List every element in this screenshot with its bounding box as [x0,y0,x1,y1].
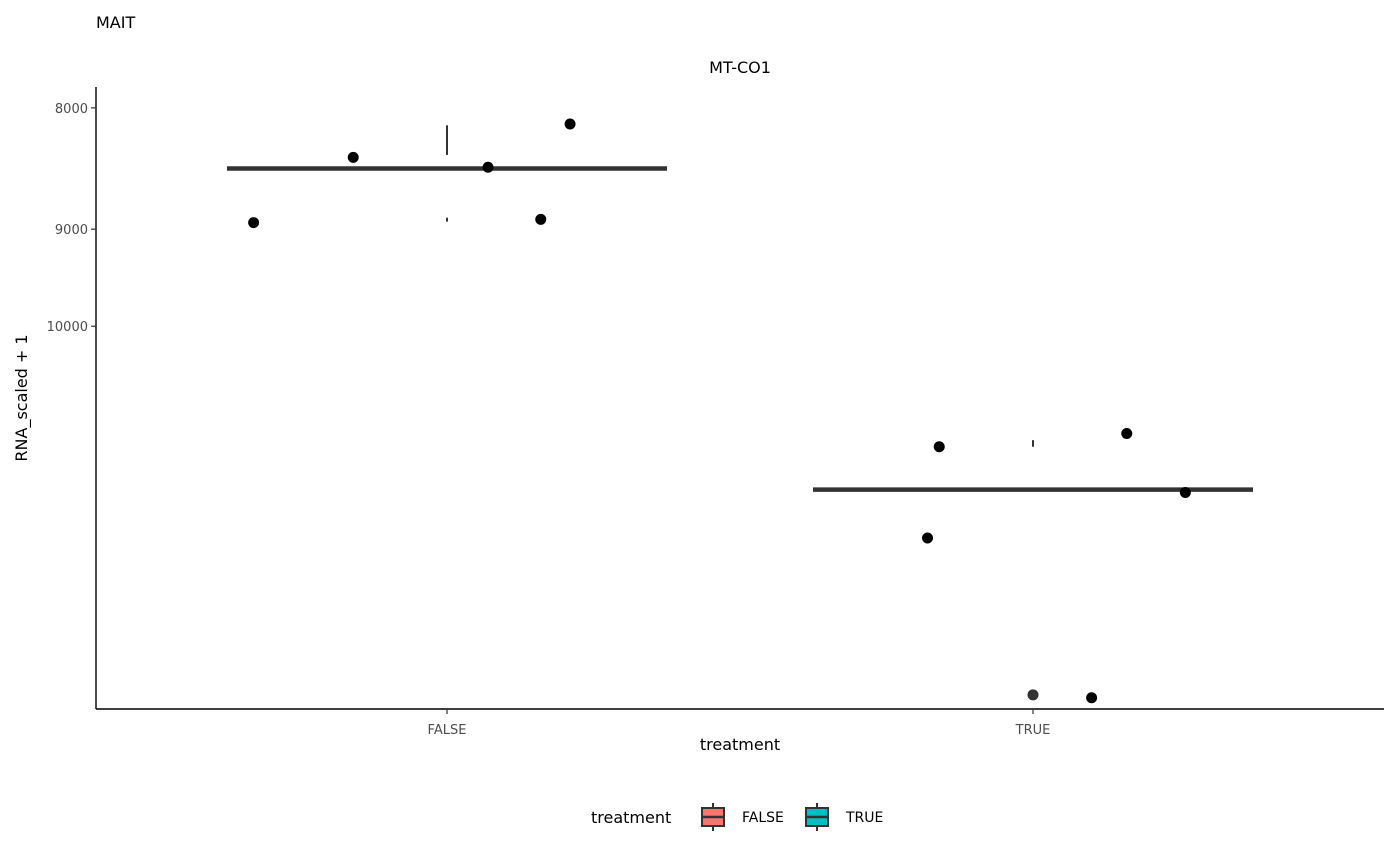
data-point [933,441,945,453]
data-point [347,151,359,163]
x-axis-title: treatment [700,735,780,754]
legend: treatment FALSE TRUE [591,803,883,831]
data-point [248,217,260,229]
legend-label: TRUE [845,810,883,826]
data-point [1086,692,1098,704]
outlier-point [1027,689,1039,701]
y-tick-label: 9000 [55,223,88,238]
data-point [922,532,934,544]
data-point [564,118,576,130]
data-point [1179,486,1191,498]
data-point [535,213,547,225]
data-point [482,161,494,173]
chart-title: MAIT [96,13,135,32]
data-point [1121,428,1133,440]
legend-title: treatment [591,808,671,827]
y-tick-label: 10000 [47,320,88,335]
legend-label: FALSE [742,810,784,826]
x-axis-ticks: FALSE TRUE [428,709,1051,738]
x-tick-label: TRUE [1015,723,1051,738]
x-tick-label: FALSE [428,723,467,738]
y-tick-label: 8000 [55,102,88,117]
y-axis-title: RNA_scaled + 1 [12,334,32,461]
plot-area [227,118,1253,704]
facet-strip-label: MT-CO1 [709,58,771,77]
y-axis-ticks: 8000 9000 10000 [47,102,96,335]
